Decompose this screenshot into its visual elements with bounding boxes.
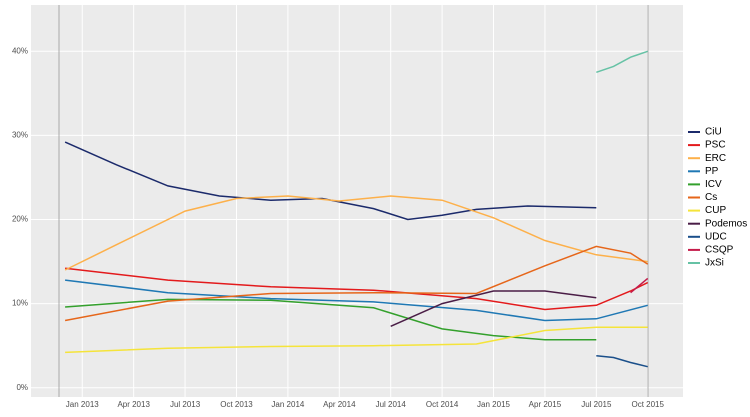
plot-background <box>31 5 683 397</box>
x-tick-label: Jan 2015 <box>477 400 510 409</box>
legend-label: CSQP <box>705 245 734 256</box>
series-line <box>630 277 649 294</box>
series-line <box>65 279 648 322</box>
x-tick-label: Oct 2014 <box>426 400 459 409</box>
series-line <box>64 245 649 322</box>
x-tick-label: Jan 2014 <box>271 400 304 409</box>
legend-label: Podemos <box>705 218 747 229</box>
x-tick-label: Jul 2015 <box>581 400 612 409</box>
legend-label: PP <box>705 166 719 177</box>
legend-label: CUP <box>705 205 726 216</box>
x-tick-label: Jul 2014 <box>376 400 407 409</box>
series-line <box>65 267 649 311</box>
series-line <box>64 141 597 221</box>
legend-label: ERC <box>705 153 726 164</box>
series-line <box>390 290 597 327</box>
y-tick-label: 20% <box>12 215 28 224</box>
x-tick-label: Jul 2013 <box>170 400 201 409</box>
y-tick-label: 10% <box>12 299 28 308</box>
series-line <box>596 355 648 368</box>
series-line <box>596 50 648 74</box>
y-tick-label: 40% <box>12 46 28 55</box>
legend-label: Cs <box>705 192 717 203</box>
x-tick-label: Apr 2013 <box>117 400 150 409</box>
series-line <box>64 195 648 271</box>
x-tick-label: Oct 2013 <box>220 400 253 409</box>
legend-label: ICV <box>705 179 722 190</box>
x-tick-label: Oct 2015 <box>631 400 664 409</box>
y-tick-label: 0% <box>16 383 28 392</box>
series-line <box>65 326 648 354</box>
x-tick-label: Jan 2013 <box>66 400 99 409</box>
legend-label: CiU <box>705 127 722 138</box>
y-tick-label: 30% <box>12 130 28 139</box>
x-tick-label: Apr 2014 <box>323 400 356 409</box>
legend-label: PSC <box>705 140 726 151</box>
legend-label: UDC <box>705 231 727 242</box>
legend-label: JxSi <box>705 258 724 269</box>
x-tick-label: Apr 2015 <box>529 400 562 409</box>
